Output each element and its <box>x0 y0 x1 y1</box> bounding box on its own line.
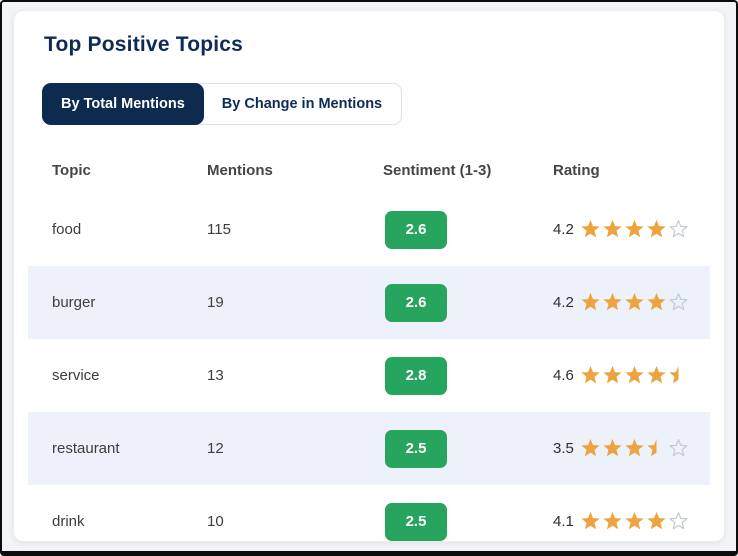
sentiment-cell: 2.6 <box>383 283 553 322</box>
star-full-icon <box>580 219 601 240</box>
star-full-icon <box>602 219 623 240</box>
star-full-icon <box>646 292 667 313</box>
star-full-icon <box>624 219 645 240</box>
mentions-cell: 10 <box>207 513 224 530</box>
header-topic: Topic <box>52 161 91 179</box>
topic-cell: service <box>52 367 100 384</box>
sentiment-cell: 2.5 <box>383 429 553 468</box>
rating-cell: 4.1 <box>553 511 710 532</box>
rating-cell: 3.5 <box>553 438 710 459</box>
star-rating <box>580 511 689 532</box>
mentions-cell: 115 <box>207 221 231 238</box>
star-empty-icon <box>668 292 689 313</box>
rating-cell: 4.2 <box>553 292 710 313</box>
rating-cell: 4.6 <box>553 365 710 386</box>
rating-value: 4.1 <box>553 513 574 530</box>
rating-value: 4.2 <box>553 221 574 238</box>
table-row: service 13 2.8 4.6 <box>28 339 710 412</box>
star-half-icon <box>646 438 667 459</box>
mentions-cell: 12 <box>207 440 224 457</box>
star-full-icon <box>602 292 623 313</box>
sentiment-badge: 2.6 <box>385 210 447 249</box>
table-row: food 115 2.6 4.2 <box>28 193 710 266</box>
star-rating <box>580 219 689 240</box>
star-full-icon <box>580 438 601 459</box>
star-rating <box>580 438 689 459</box>
sentiment-cell: 2.5 <box>383 502 553 541</box>
table-row: burger 19 2.6 4.2 <box>28 266 710 339</box>
star-full-icon <box>602 511 623 532</box>
header-rating: Rating <box>553 161 600 179</box>
star-full-icon <box>646 219 667 240</box>
star-rating <box>580 292 689 313</box>
star-full-icon <box>624 365 645 386</box>
sentiment-cell: 2.6 <box>383 210 553 249</box>
topic-cell: food <box>52 221 82 238</box>
tab-by-change-in-mentions[interactable]: By Change in Mentions <box>203 84 401 124</box>
star-full-icon <box>624 438 645 459</box>
header-sentiment: Sentiment (1-3) <box>383 161 492 179</box>
star-full-icon <box>624 511 645 532</box>
sentiment-cell: 2.8 <box>383 356 553 395</box>
topic-cell: burger <box>52 294 96 311</box>
topic-cell: drink <box>52 513 85 530</box>
header-mentions: Mentions <box>207 161 273 179</box>
star-full-icon <box>580 365 601 386</box>
table-header-row: Topic Mentions Sentiment (1-3) Rating <box>28 147 710 193</box>
rating-value: 4.6 <box>553 367 574 384</box>
rating-value: 4.2 <box>553 294 574 311</box>
sentiment-badge: 2.5 <box>385 429 447 468</box>
sentiment-badge: 2.8 <box>385 356 447 395</box>
rating-value: 3.5 <box>553 440 574 457</box>
star-full-icon <box>646 365 667 386</box>
card-title: Top Positive Topics <box>44 33 244 56</box>
table-row: drink 10 2.5 4.1 <box>28 485 710 551</box>
star-rating <box>580 365 689 386</box>
tab-group: By Total Mentions By Change in Mentions <box>42 83 403 125</box>
star-empty-icon <box>668 511 689 532</box>
star-empty-icon <box>668 219 689 240</box>
tab-by-total-mentions[interactable]: By Total Mentions <box>42 83 204 125</box>
top-positive-topics-card: Top Positive Topics By Total Mentions By… <box>13 10 725 542</box>
star-half-icon <box>668 365 689 386</box>
topic-cell: restaurant <box>52 440 120 457</box>
star-full-icon <box>602 365 623 386</box>
mentions-cell: 13 <box>207 367 224 384</box>
star-full-icon <box>580 511 601 532</box>
star-full-icon <box>580 292 601 313</box>
star-full-icon <box>602 438 623 459</box>
sentiment-badge: 2.5 <box>385 502 447 541</box>
star-empty-icon <box>668 438 689 459</box>
rating-cell: 4.2 <box>553 219 710 240</box>
sentiment-badge: 2.6 <box>385 283 447 322</box>
table-row: restaurant 12 2.5 3.5 <box>28 412 710 485</box>
star-full-icon <box>646 511 667 532</box>
topics-table: Topic Mentions Sentiment (1-3) Rating fo… <box>28 147 710 551</box>
table-body: food 115 2.6 4.2 burger 19 2.6 4.2 servi… <box>28 193 710 551</box>
mentions-cell: 19 <box>207 294 224 311</box>
star-full-icon <box>624 292 645 313</box>
